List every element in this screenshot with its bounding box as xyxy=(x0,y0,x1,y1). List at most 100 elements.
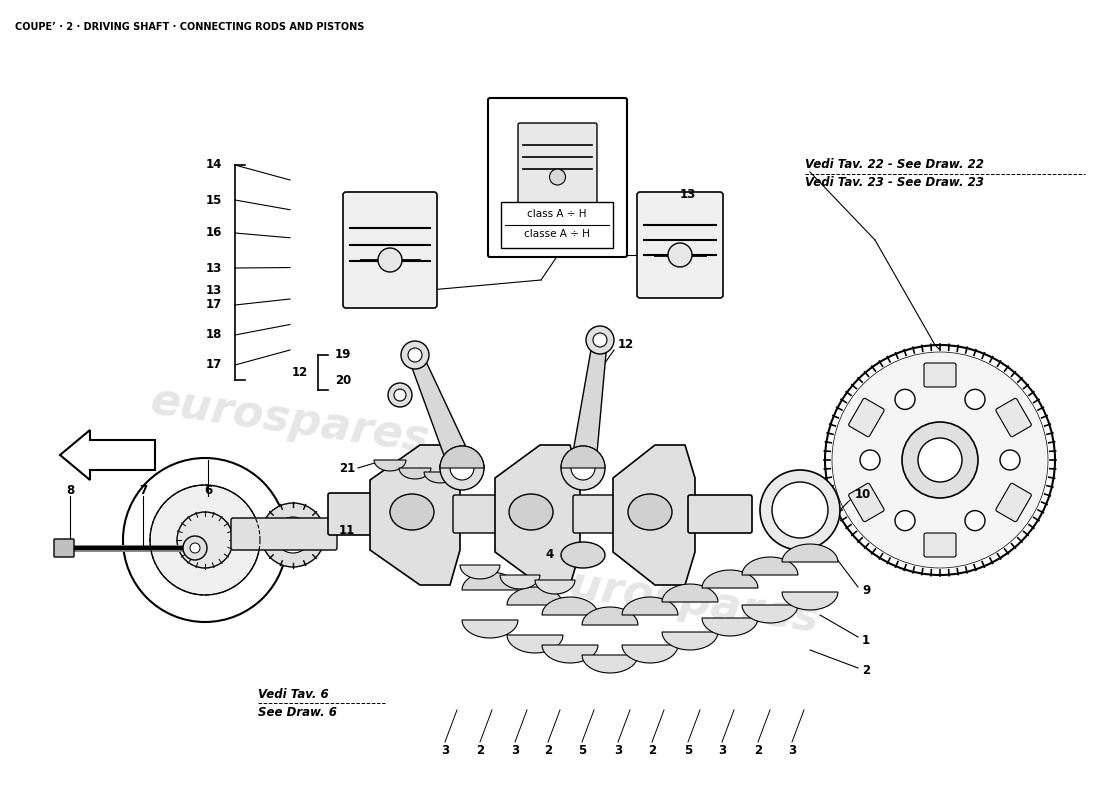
Polygon shape xyxy=(535,580,575,594)
Polygon shape xyxy=(561,446,605,468)
Polygon shape xyxy=(621,645,678,663)
Polygon shape xyxy=(495,445,580,585)
Circle shape xyxy=(394,389,406,401)
Circle shape xyxy=(190,543,200,553)
Polygon shape xyxy=(571,339,607,470)
Text: 18: 18 xyxy=(206,329,222,342)
Text: 3: 3 xyxy=(510,743,519,757)
FancyBboxPatch shape xyxy=(848,398,884,437)
Polygon shape xyxy=(702,618,758,636)
FancyBboxPatch shape xyxy=(637,192,723,298)
Text: 2: 2 xyxy=(648,743,656,757)
Circle shape xyxy=(402,341,429,369)
FancyBboxPatch shape xyxy=(518,123,597,207)
FancyBboxPatch shape xyxy=(231,518,337,550)
FancyBboxPatch shape xyxy=(453,495,502,533)
Text: 7: 7 xyxy=(139,483,147,497)
Polygon shape xyxy=(613,445,695,585)
Polygon shape xyxy=(782,592,838,610)
Polygon shape xyxy=(662,584,718,602)
Circle shape xyxy=(561,446,605,490)
Text: 3: 3 xyxy=(718,743,726,757)
Text: class A ÷ H: class A ÷ H xyxy=(527,209,586,219)
FancyBboxPatch shape xyxy=(996,398,1032,437)
Text: 3: 3 xyxy=(788,743,796,757)
Polygon shape xyxy=(662,632,718,650)
FancyBboxPatch shape xyxy=(328,493,382,535)
FancyBboxPatch shape xyxy=(924,363,956,387)
Circle shape xyxy=(123,458,287,622)
Circle shape xyxy=(902,422,978,498)
Circle shape xyxy=(860,450,880,470)
Text: 17: 17 xyxy=(206,298,222,311)
FancyBboxPatch shape xyxy=(500,202,613,248)
Text: 13: 13 xyxy=(680,189,696,202)
Text: 10: 10 xyxy=(855,489,871,502)
Polygon shape xyxy=(742,557,797,575)
Text: See Draw. 6: See Draw. 6 xyxy=(258,706,337,718)
Text: 6: 6 xyxy=(204,483,212,497)
Circle shape xyxy=(1000,450,1020,470)
Circle shape xyxy=(895,390,915,410)
Polygon shape xyxy=(582,607,638,625)
Circle shape xyxy=(177,512,233,568)
Circle shape xyxy=(150,485,260,595)
Circle shape xyxy=(408,348,422,362)
FancyBboxPatch shape xyxy=(343,192,437,308)
Ellipse shape xyxy=(561,542,605,568)
Circle shape xyxy=(388,383,412,407)
FancyBboxPatch shape xyxy=(996,483,1032,522)
Polygon shape xyxy=(542,645,598,663)
Text: COUPE’ · 2 · DRIVING SHAFT · CONNECTING RODS AND PISTONS: COUPE’ · 2 · DRIVING SHAFT · CONNECTING … xyxy=(15,22,364,32)
Circle shape xyxy=(832,352,1048,568)
Polygon shape xyxy=(424,472,456,483)
Text: 3: 3 xyxy=(614,743,623,757)
Text: 5: 5 xyxy=(684,743,692,757)
FancyBboxPatch shape xyxy=(688,495,752,533)
FancyBboxPatch shape xyxy=(54,539,74,557)
Circle shape xyxy=(183,536,207,560)
Text: 21: 21 xyxy=(339,462,355,474)
Text: classe A ÷ H: classe A ÷ H xyxy=(524,229,590,238)
Polygon shape xyxy=(374,460,406,471)
Ellipse shape xyxy=(628,494,672,530)
Polygon shape xyxy=(408,352,474,473)
Circle shape xyxy=(760,470,840,550)
Circle shape xyxy=(772,482,828,538)
Text: 14: 14 xyxy=(206,158,222,171)
Polygon shape xyxy=(440,446,484,468)
Circle shape xyxy=(918,438,962,482)
Text: 12: 12 xyxy=(292,366,308,378)
Text: eurospares: eurospares xyxy=(538,559,823,641)
Polygon shape xyxy=(621,597,678,615)
Polygon shape xyxy=(60,430,155,480)
Text: 9: 9 xyxy=(862,583,870,597)
Text: Vedi Tav. 22 - See Draw. 22: Vedi Tav. 22 - See Draw. 22 xyxy=(805,158,983,171)
Text: 3: 3 xyxy=(441,743,449,757)
Polygon shape xyxy=(542,597,598,615)
Polygon shape xyxy=(507,635,563,653)
Text: eurospares: eurospares xyxy=(147,379,432,461)
Circle shape xyxy=(965,390,985,410)
Text: 2: 2 xyxy=(754,743,762,757)
Circle shape xyxy=(550,169,565,185)
Circle shape xyxy=(261,503,324,567)
FancyBboxPatch shape xyxy=(848,483,884,522)
Polygon shape xyxy=(462,572,518,590)
Text: 13: 13 xyxy=(206,262,222,274)
Ellipse shape xyxy=(509,494,553,530)
Circle shape xyxy=(593,333,607,347)
Circle shape xyxy=(571,456,595,480)
Text: 5: 5 xyxy=(578,743,586,757)
Polygon shape xyxy=(782,544,838,562)
Polygon shape xyxy=(370,445,460,585)
Circle shape xyxy=(586,326,614,354)
Polygon shape xyxy=(500,575,540,589)
Text: 2: 2 xyxy=(543,743,552,757)
Text: 8: 8 xyxy=(66,483,74,497)
Polygon shape xyxy=(460,565,500,579)
Text: 4: 4 xyxy=(544,549,553,562)
Circle shape xyxy=(965,510,985,530)
Ellipse shape xyxy=(440,454,484,480)
Text: 15: 15 xyxy=(206,194,222,206)
